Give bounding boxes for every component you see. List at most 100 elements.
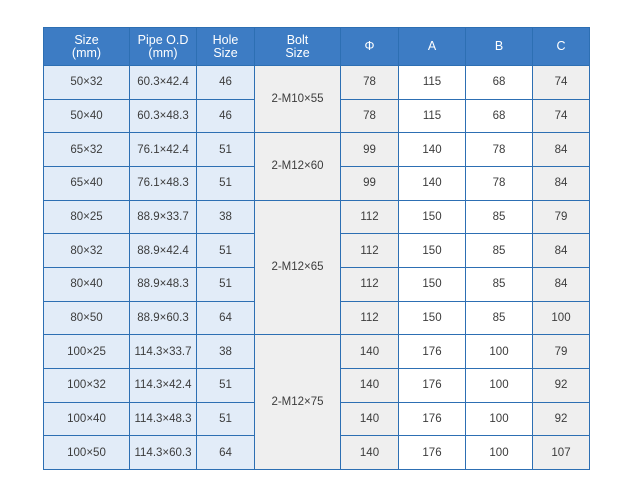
cell-c: 79	[532, 334, 590, 369]
cell-a: 150	[398, 199, 466, 235]
table-row: 50×32 60.3×42.4 46 2-M10×55 78 115 68 74	[43, 64, 590, 134]
cell-a: 115	[398, 98, 466, 134]
specification-table: Size (mm) Pipe O.D (mm) Hole Size Bolt S…	[43, 27, 590, 470]
cell-phi: 140	[340, 435, 399, 470]
header-size-line2: (mm)	[71, 45, 102, 60]
cell-size: 100×32	[43, 367, 130, 403]
cell-a: 176	[398, 334, 466, 369]
header-phi: Φ	[340, 27, 399, 66]
cell-phi: 78	[340, 98, 399, 134]
cell-phi: 112	[340, 199, 399, 235]
cell-a: 150	[398, 300, 466, 336]
cell-size: 80×50	[43, 300, 130, 336]
cell-pipe-od: 88.9×60.3	[129, 300, 197, 336]
cell-hole-size: 46	[196, 65, 255, 100]
cell-bolt-size: 2-M10×55	[254, 64, 341, 134]
cell-a: 115	[398, 65, 466, 100]
cell-pipe-od: 76.1×48.3	[129, 165, 197, 201]
table-row: 100×50 114.3×60.3 64 140 176 100 107	[43, 435, 590, 470]
cell-c: 100	[532, 300, 590, 336]
header-hole-size: Hole Size	[196, 27, 255, 66]
cell-hole-size: 51	[196, 233, 255, 268]
cell-hole-size: 64	[196, 300, 255, 336]
cell-c: 84	[532, 266, 590, 302]
table-row: 65×32 76.1×42.4 51 2-M12×60 99 140 78 84	[43, 132, 590, 201]
cell-size: 65×40	[43, 165, 130, 201]
header-pipe-od-line2: (mm)	[148, 45, 178, 60]
cell-hole-size: 38	[196, 334, 255, 369]
cell-pipe-od: 88.9×42.4	[129, 233, 197, 268]
table-body: 50×32 60.3×42.4 46 2-M10×55 78 115 68 74…	[43, 64, 590, 470]
cell-pipe-od: 60.3×42.4	[129, 65, 197, 100]
cell-b: 85	[465, 266, 533, 302]
cell-hole-size: 64	[196, 435, 255, 470]
cell-hole-size: 46	[196, 98, 255, 134]
cell-phi: 140	[340, 401, 399, 437]
cell-c: 92	[532, 367, 590, 403]
header-a: A	[398, 27, 466, 66]
cell-phi: 112	[340, 300, 399, 336]
header-hole-size-line2: Size	[213, 45, 238, 60]
table-row: 80×40 88.9×48.3 51 112 150 85 84	[43, 266, 590, 302]
cell-a: 176	[398, 435, 466, 470]
header-bolt-size: Bolt Size	[254, 27, 341, 66]
cell-size: 80×32	[43, 233, 130, 268]
cell-pipe-od: 76.1×42.4	[129, 132, 197, 167]
cell-c: 92	[532, 401, 590, 437]
table-row: 80×50 88.9×60.3 64 112 150 85 100	[43, 300, 590, 336]
cell-size: 100×50	[43, 435, 130, 470]
cell-c: 84	[532, 132, 590, 167]
cell-b: 100	[465, 367, 533, 403]
cell-a: 176	[398, 367, 466, 403]
cell-c: 84	[532, 165, 590, 201]
cell-c: 79	[532, 199, 590, 235]
cell-bolt-size: 2-M12×60	[254, 132, 341, 201]
cell-phi: 112	[340, 233, 399, 268]
cell-c: 84	[532, 233, 590, 268]
cell-size: 50×32	[43, 65, 130, 100]
header-size: Size (mm)	[43, 27, 130, 66]
cell-b: 85	[465, 300, 533, 336]
cell-a: 176	[398, 401, 466, 437]
cell-bolt-size: 2-M12×65	[254, 199, 341, 336]
cell-phi: 140	[340, 367, 399, 403]
cell-b: 100	[465, 435, 533, 470]
cell-phi: 78	[340, 65, 399, 100]
header-bolt-size-line1: Bolt	[286, 32, 309, 47]
cell-size: 80×40	[43, 266, 130, 302]
table-row: 100×32 114.3×42.4 51 140 176 100 92	[43, 367, 590, 403]
cell-c: 74	[532, 65, 590, 100]
cell-phi: 99	[340, 132, 399, 167]
cell-a: 150	[398, 233, 466, 268]
cell-b: 78	[465, 132, 533, 167]
header-c: C	[532, 27, 590, 66]
header-row: Size (mm) Pipe O.D (mm) Hole Size Bolt S…	[43, 27, 590, 66]
header-b: B	[465, 27, 533, 66]
cell-a: 150	[398, 266, 466, 302]
cell-b: 85	[465, 199, 533, 235]
cell-hole-size: 51	[196, 165, 255, 201]
table-row: 65×40 76.1×48.3 51 99 140 78 84	[43, 165, 590, 201]
cell-pipe-od: 88.9×48.3	[129, 266, 197, 302]
cell-hole-size: 51	[196, 401, 255, 437]
header-pipe-od-line1: Pipe O.D	[137, 32, 189, 47]
cell-b: 85	[465, 233, 533, 268]
cell-b: 100	[465, 334, 533, 369]
table-row: 80×32 88.9×42.4 51 112 150 85 84	[43, 233, 590, 268]
cell-size: 100×25	[43, 334, 130, 369]
cell-pipe-od: 114.3×42.4	[129, 367, 197, 403]
header-hole-size-line1: Hole	[212, 32, 239, 47]
cell-b: 78	[465, 165, 533, 201]
cell-b: 68	[465, 98, 533, 134]
cell-pipe-od: 60.3×48.3	[129, 98, 197, 134]
cell-b: 100	[465, 401, 533, 437]
cell-c: 107	[532, 435, 590, 470]
cell-c: 74	[532, 98, 590, 134]
table-row: 100×25 114.3×33.7 38 2-M12×75 140 176 10…	[43, 334, 590, 470]
cell-pipe-od: 114.3×33.7	[129, 334, 197, 369]
table-row: 80×25 88.9×33.7 38 2-M12×65 112 150 85 7…	[43, 199, 590, 336]
cell-pipe-od: 114.3×60.3	[129, 435, 197, 470]
cell-size: 100×40	[43, 401, 130, 437]
cell-bolt-size: 2-M12×75	[254, 334, 341, 470]
cell-phi: 99	[340, 165, 399, 201]
